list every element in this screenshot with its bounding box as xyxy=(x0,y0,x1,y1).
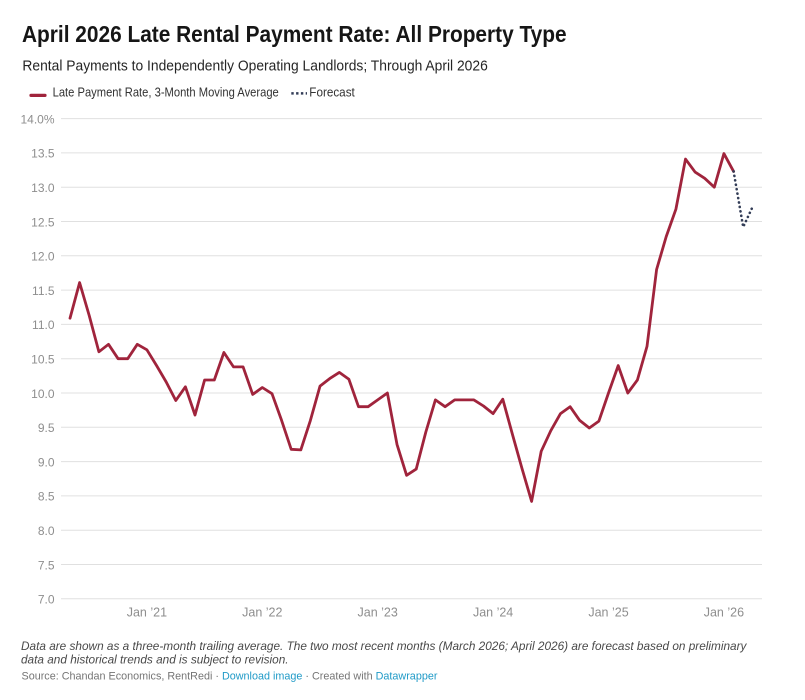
svg-text:13.0: 13.0 xyxy=(31,181,55,195)
svg-text:Rental Payments to Independent: Rental Payments to Independently Operati… xyxy=(22,57,487,74)
svg-text:9.0: 9.0 xyxy=(38,455,55,469)
svg-text:14.0%: 14.0% xyxy=(20,112,54,126)
svg-text:11.5: 11.5 xyxy=(32,284,55,298)
svg-text:8.5: 8.5 xyxy=(38,490,55,504)
svg-text:12.0: 12.0 xyxy=(31,250,55,264)
svg-text:Jan ’25: Jan ’25 xyxy=(588,606,628,620)
svg-text:Jan ’24: Jan ’24 xyxy=(473,606,513,620)
svg-text:Forecast: Forecast xyxy=(309,85,355,99)
svg-text:Jan ’22: Jan ’22 xyxy=(242,606,282,620)
svg-text:9.5: 9.5 xyxy=(38,421,55,435)
svg-text:11.0: 11.0 xyxy=(32,318,55,332)
svg-text:12.5: 12.5 xyxy=(31,215,55,229)
svg-text:Jan ’26: Jan ’26 xyxy=(704,606,744,620)
svg-text:April 2026 Late Rental Payment: April 2026 Late Rental Payment Rate: All… xyxy=(22,21,567,47)
svg-text:8.0: 8.0 xyxy=(38,524,55,538)
svg-text:Late Payment Rate, 3-Month Mov: Late Payment Rate, 3-Month Moving Averag… xyxy=(53,85,279,99)
svg-text:7.5: 7.5 xyxy=(38,558,55,572)
svg-text:Data are shown as a three-mont: Data are shown as a three-month trailing… xyxy=(21,639,748,653)
svg-text:13.5: 13.5 xyxy=(31,147,55,161)
svg-text:Jan ’21: Jan ’21 xyxy=(127,606,167,620)
svg-text:7.0: 7.0 xyxy=(38,593,55,607)
svg-text:data and historical trends and: data and historical trends and is subjec… xyxy=(21,652,289,666)
svg-text:10.0: 10.0 xyxy=(31,387,55,401)
svg-text:Source: Chandan Economics, Ren: Source: Chandan Economics, RentRedi · Do… xyxy=(22,670,438,682)
svg-text:Jan ’23: Jan ’23 xyxy=(358,606,398,620)
svg-text:10.5: 10.5 xyxy=(31,353,55,367)
